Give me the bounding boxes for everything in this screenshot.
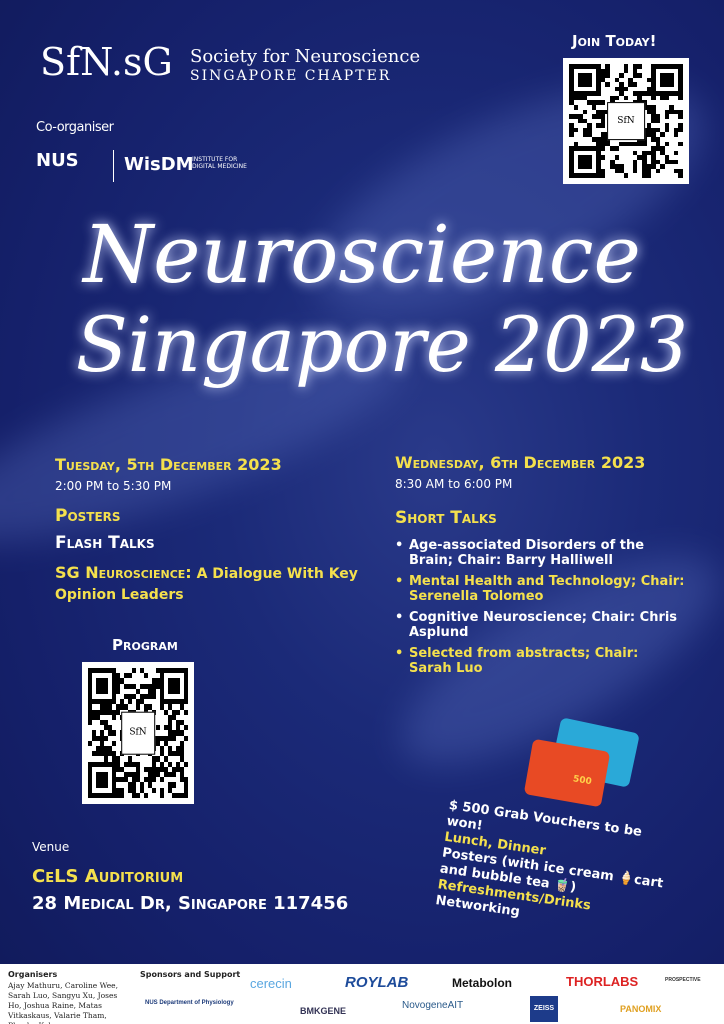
sponsor-zeiss: ZEISS [530, 996, 558, 1022]
talk-item: Selected from abstracts; Chair: Sarah Lu… [395, 646, 685, 676]
day2-heading: Wednesday, 6th December 2023 [395, 453, 646, 472]
title-line1: Neuroscience [83, 208, 641, 301]
sponsor-thorlabs: THORLABS [566, 974, 639, 989]
wisdm-logo: WisDM [124, 154, 194, 175]
org-name: Society for Neuroscience [190, 46, 421, 67]
title-line2: Singapore 2023 [75, 300, 689, 389]
day1-heading: Tuesday, 5th December 2023 [55, 455, 282, 474]
talk-item: Age-associated Disorders of the Brain; C… [395, 538, 685, 568]
day1-flash-talks: Flash Talks [55, 533, 155, 553]
org-chapter: SINGAPORE CHAPTER [190, 68, 392, 84]
sponsor-bmkgene: BMKGENE [300, 1006, 347, 1016]
perks-list: $ 500 Grab Vouchers to be won! Lunch, Di… [434, 798, 665, 920]
sponsor-prospective: PROSPECTIVE [665, 977, 701, 983]
venue-label: Venue [32, 840, 70, 854]
coorganiser-label: Co-organiser [36, 120, 114, 135]
program-qr-code[interactable]: SfN [82, 662, 194, 804]
sfn-logo: SfN.sG [40, 40, 173, 84]
voucher-card-red: 500 [523, 738, 611, 808]
venue-name: CeLS Auditorium [32, 866, 184, 887]
sponsor-novogene: NovogeneAIT [402, 1000, 464, 1011]
join-today-label: Join Today! [572, 32, 657, 50]
sponsor-panomix: PANOMIX [620, 1004, 662, 1014]
nus-logo: NUS [36, 150, 79, 171]
sponsor-roylab: ROYLAB [345, 974, 409, 991]
sponsor-cerecin: cerecin [250, 976, 292, 991]
day2-time: 8:30 AM to 6:00 PM [395, 477, 513, 491]
talk-item: Mental Health and Technology; Chair: Ser… [395, 574, 685, 604]
talk-list: Age-associated Disorders of the Brain; C… [395, 538, 685, 682]
day1-dialogue: SG Neuroscience: A Dialogue With Key Opi… [55, 563, 358, 603]
short-talks-heading: Short Talks [395, 508, 497, 528]
sponsor-metabolon: Metabolon [452, 976, 512, 990]
sponsor-nus-physiology: NUS Department of Physiology [145, 1000, 234, 1006]
program-label: Program [112, 636, 178, 654]
footer: Organisers Ajay Mathuru, Caroline Wee, S… [0, 964, 724, 1024]
venue-address: 28 Medical Dr, Singapore 117456 [32, 893, 349, 914]
talk-item: Cognitive Neuroscience; Chair: Chris Asp… [395, 610, 685, 640]
day1-time: 2:00 PM to 5:30 PM [55, 479, 172, 493]
day1-posters: Posters [55, 506, 121, 526]
join-qr-code[interactable]: SfN [563, 58, 689, 184]
organisers-list: Ajay Mathuru, Caroline Wee, Sarah Luo, S… [8, 981, 118, 1024]
